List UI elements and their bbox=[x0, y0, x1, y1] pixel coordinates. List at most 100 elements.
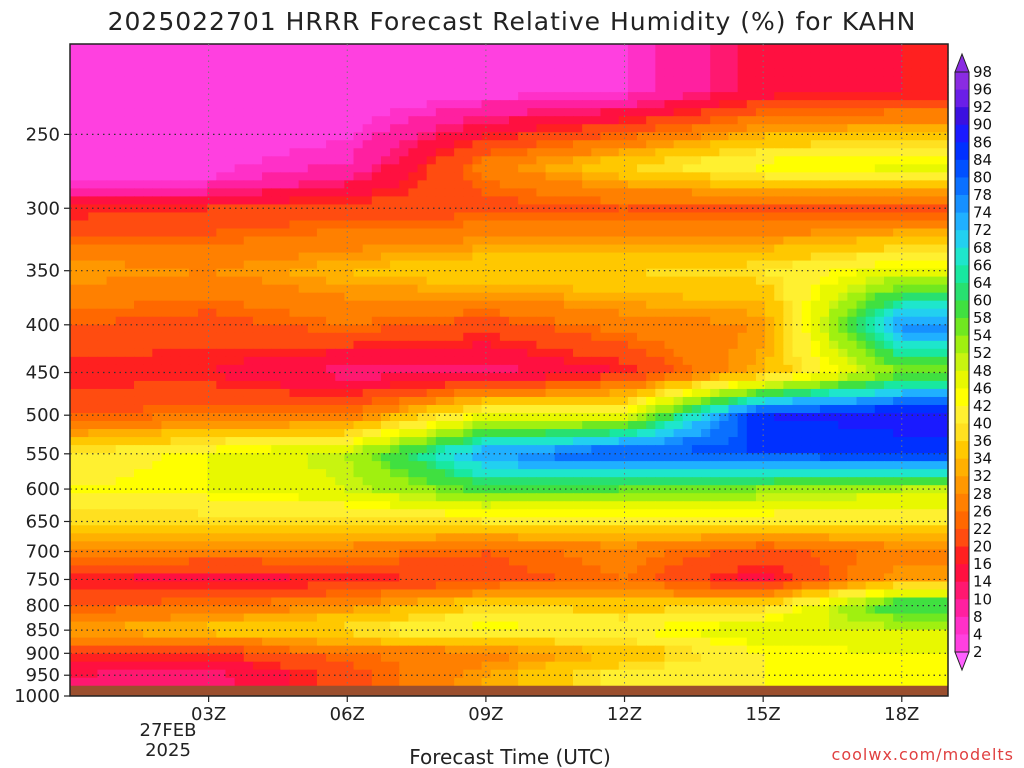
rh-cell bbox=[316, 228, 327, 238]
rh-cell bbox=[710, 204, 720, 214]
rh-cell bbox=[252, 44, 263, 53]
rh-cell bbox=[911, 356, 922, 366]
rh-cell bbox=[554, 260, 565, 270]
rh-cell bbox=[838, 388, 848, 398]
rh-cell bbox=[399, 437, 409, 446]
rh-cell bbox=[545, 220, 556, 230]
rh-cell bbox=[188, 236, 199, 246]
rh-cell bbox=[774, 396, 784, 406]
rh-cell bbox=[170, 316, 181, 326]
rh-cell bbox=[115, 380, 126, 390]
rh-cell bbox=[362, 44, 373, 53]
rh-cell bbox=[701, 268, 711, 278]
rh-cell bbox=[728, 268, 739, 278]
rh-cell bbox=[335, 60, 345, 69]
rh-cell bbox=[262, 220, 272, 230]
rh-cell bbox=[271, 52, 281, 61]
rh-cell bbox=[344, 276, 355, 286]
rh-cell bbox=[234, 324, 245, 334]
rh-cell bbox=[316, 172, 327, 181]
rh-cell bbox=[554, 292, 565, 302]
rh-cell bbox=[417, 116, 428, 125]
rh-cell bbox=[408, 252, 419, 262]
rh-cell bbox=[161, 156, 172, 165]
rh-cell bbox=[801, 284, 812, 294]
rh-cell bbox=[847, 196, 858, 206]
rh-cell bbox=[371, 276, 382, 286]
rh-cell bbox=[353, 124, 364, 133]
rh-cell bbox=[655, 372, 666, 382]
rh-cell bbox=[380, 92, 391, 101]
rh-cell bbox=[728, 260, 739, 270]
rh-cell bbox=[252, 180, 263, 189]
rh-cell bbox=[929, 396, 940, 406]
rh-cell bbox=[353, 276, 364, 286]
rh-cell bbox=[810, 244, 821, 254]
rh-cell bbox=[472, 100, 483, 109]
rh-cell bbox=[170, 100, 181, 109]
rh-cell bbox=[472, 453, 483, 462]
rh-cell bbox=[353, 156, 364, 165]
rh-cell bbox=[874, 308, 885, 318]
rh-cell bbox=[408, 204, 419, 214]
rh-cell bbox=[728, 300, 739, 310]
rh-cell bbox=[143, 308, 153, 318]
rh-cell bbox=[198, 348, 208, 358]
rh-cell bbox=[865, 445, 876, 454]
rh-cell bbox=[637, 100, 647, 109]
rh-cell bbox=[655, 252, 666, 262]
rh-cell bbox=[536, 380, 547, 390]
rh-cell bbox=[737, 300, 748, 310]
rh-cell bbox=[911, 348, 922, 358]
rh-cell bbox=[865, 76, 876, 85]
rh-cell bbox=[783, 236, 794, 246]
rh-cell bbox=[600, 388, 611, 398]
rh-cell bbox=[938, 348, 949, 358]
rh-cell bbox=[435, 308, 446, 318]
rh-cell bbox=[207, 172, 217, 181]
rh-cell bbox=[344, 236, 355, 246]
rh-cell bbox=[353, 380, 364, 390]
rh-cell bbox=[225, 220, 236, 230]
rh-cell bbox=[271, 340, 281, 350]
rh-cell bbox=[792, 124, 803, 133]
rh-cell bbox=[792, 260, 803, 270]
rh-cell bbox=[801, 180, 812, 189]
rh-cell bbox=[344, 148, 355, 157]
rh-cell bbox=[637, 268, 647, 278]
rh-cell bbox=[344, 445, 355, 454]
rh-cell bbox=[179, 124, 190, 133]
rh-cell bbox=[143, 388, 153, 398]
rh-cell bbox=[627, 52, 638, 61]
rh-cell bbox=[179, 332, 190, 342]
rh-cell bbox=[883, 156, 894, 165]
rh-cell bbox=[399, 316, 409, 326]
rh-cell bbox=[399, 236, 409, 246]
rh-cell bbox=[143, 76, 153, 85]
rh-cell bbox=[225, 292, 236, 302]
rh-cell bbox=[435, 388, 446, 398]
rh-cell bbox=[618, 268, 629, 278]
rh-cell bbox=[893, 356, 903, 366]
rh-cell bbox=[609, 252, 620, 262]
rh-cell bbox=[435, 276, 446, 286]
rh-cell bbox=[243, 204, 254, 214]
rh-cell bbox=[225, 396, 236, 406]
rh-cell bbox=[719, 308, 730, 318]
rh-cell bbox=[737, 76, 748, 85]
rh-cell bbox=[893, 421, 903, 430]
rh-cell bbox=[426, 236, 437, 246]
rh-cell bbox=[865, 244, 876, 254]
rh-cell bbox=[335, 340, 345, 350]
rh-cell bbox=[856, 396, 867, 406]
rh-cell bbox=[902, 220, 913, 230]
rh-cell bbox=[490, 172, 501, 181]
rh-cell bbox=[115, 284, 126, 294]
rh-cell bbox=[444, 140, 455, 149]
rh-cell bbox=[582, 396, 592, 406]
rh-cell bbox=[243, 396, 254, 406]
rh-cell bbox=[893, 116, 903, 125]
rh-cell bbox=[929, 380, 940, 390]
rh-cell bbox=[115, 453, 126, 462]
rh-cell bbox=[380, 60, 391, 69]
